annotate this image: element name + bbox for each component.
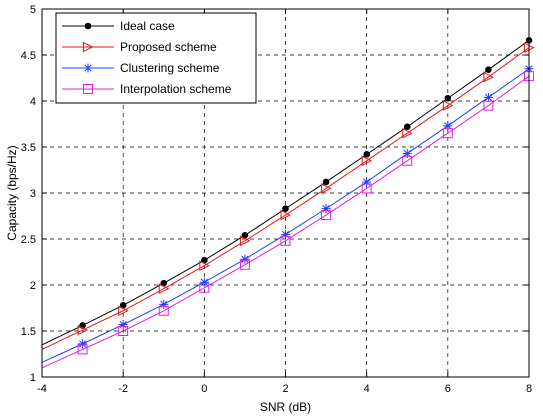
data-point-interpolation-scheme [199,282,210,293]
data-point-interpolation-scheme [77,344,88,355]
data-point-interpolation-scheme [158,305,169,316]
series-ideal-case [41,36,533,346]
data-point-clustering-scheme [240,254,250,264]
legend-item-ideal-case: Ideal case [62,19,175,33]
data-point-clustering-scheme [199,277,209,287]
data-point-ideal-case [322,178,330,186]
data-point-proposed-scheme [280,209,292,221]
y-tick-label: 1.5 [21,326,36,338]
data-point-clustering-scheme [78,339,88,349]
x-tick-label: 0 [201,383,207,395]
legend-label-interpolation-scheme: Interpolation scheme [120,82,232,96]
data-point-clustering-scheme [321,204,331,214]
ticks: -4 -2 0 2 4 6 8 1 1.5 2 2.5 3 3.5 4 4.5 5 [21,4,532,395]
x-tick-label: 8 [526,383,532,395]
data-point-ideal-case [444,94,452,102]
series-line-proposed-scheme [41,47,530,350]
data-point-proposed-scheme [118,305,129,317]
y-tick-label: 5 [30,4,36,16]
data-point-interpolation-scheme [321,210,332,221]
data-point-proposed-scheme [361,155,373,167]
legend-item-clustering-scheme: Clustering scheme [62,61,220,75]
data-point-proposed-scheme [321,183,332,194]
data-point-clustering-scheme [118,320,128,330]
data-point-proposed-scheme [158,283,170,294]
series-line-interpolation-scheme [41,75,530,369]
data-point-clustering-scheme [281,229,290,239]
legend-marker-clustering-scheme [83,63,93,73]
y-tick-label: 4 [30,96,36,108]
data-point-interpolation-scheme [280,235,291,246]
data-point-clustering-scheme [483,92,493,102]
data-point-proposed-scheme [77,324,89,336]
data-point-interpolation-scheme [483,100,494,111]
legend-marker-ideal-case [84,22,92,30]
data-point-ideal-case [363,151,370,158]
data-point-interpolation-scheme [118,326,129,336]
data-point-interpolation-scheme [361,183,372,194]
legend: Ideal case Proposed scheme Clustering sche… [55,12,257,104]
legend-item-proposed-scheme: Proposed scheme [62,40,217,54]
y-tick-label: 3 [30,188,36,200]
data-point-clustering-scheme [159,299,169,309]
y-tick-label: 2 [30,280,36,292]
data-point-proposed-scheme [483,71,495,83]
series-layer [41,36,535,369]
x-tick-label: 4 [364,383,370,395]
data-point-ideal-case [403,123,411,131]
y-axis-label: Capacity (bps/Hz) [5,145,19,240]
data-point-proposed-scheme [442,100,454,111]
data-point-interpolation-scheme [239,259,250,270]
data-point-interpolation-scheme [402,155,413,166]
legend-label-proposed-scheme: Proposed scheme [120,40,217,54]
data-point-clustering-scheme [362,177,372,187]
x-tick-label: -4 [37,383,47,395]
data-point-ideal-case [485,66,492,74]
data-point-proposed-scheme [402,127,413,139]
y-tick-label: 3.5 [21,142,36,154]
y-tick-label: 2.5 [21,234,36,246]
y-tick-label: 4.5 [21,50,36,62]
data-point-interpolation-scheme [442,128,453,139]
x-tick-label: 6 [445,383,451,395]
x-tick-label: 2 [282,383,288,395]
x-axis-label: SNR (dB) [260,400,311,414]
legend-marker-proposed-scheme [83,41,94,53]
data-point-clustering-scheme [443,121,453,131]
y-tick-label: 1 [30,372,36,384]
data-point-proposed-scheme [199,260,210,271]
legend-label-ideal-case: Ideal case [120,19,175,33]
legend-label-clustering-scheme: Clustering scheme [120,61,220,75]
data-point-proposed-scheme [239,235,251,247]
x-tick-label: -2 [118,383,128,395]
legend-item-interpolation-scheme: Interpolation scheme [62,82,232,96]
data-point-ideal-case [282,205,289,212]
data-point-clustering-scheme [402,148,412,158]
legend-marker-interpolation-scheme [83,84,93,94]
